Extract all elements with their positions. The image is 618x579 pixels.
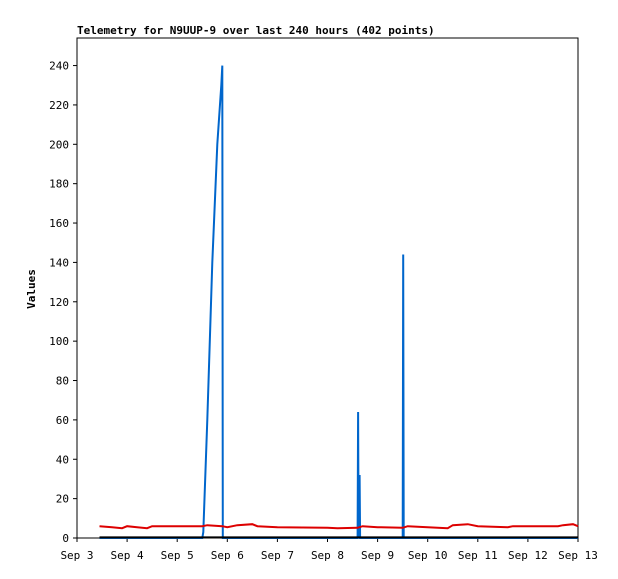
x-tick-label: Sep 5 <box>161 549 194 562</box>
y-tick-label: 20 <box>56 493 69 506</box>
y-tick-label: 100 <box>49 335 69 348</box>
data-series <box>99 65 579 539</box>
y-tick-label: 240 <box>49 60 69 73</box>
y-tick-label: 0 <box>62 532 69 545</box>
y-tick-label: 200 <box>49 138 69 151</box>
y-tick-label: 140 <box>49 256 69 269</box>
series-line-2 <box>99 523 579 530</box>
x-tick-label: Sep 9 <box>361 549 394 562</box>
y-tick-label: 80 <box>56 375 69 388</box>
plot-area <box>76 37 579 539</box>
x-tick-label: Sep 4 <box>111 549 144 562</box>
x-tick-label: Sep 7 <box>261 549 294 562</box>
x-axis: Sep 3 Sep 4 Sep 5 Sep 6 Sep 7 Sep 8 Sep 9 Sep 1… <box>60 538 598 562</box>
y-tick-label: 160 <box>49 217 69 230</box>
y-tick-label: 220 <box>49 99 69 112</box>
x-tick-label: Sep 10 <box>408 549 448 562</box>
x-tick-label: Sep 6 <box>211 549 244 562</box>
x-tick-label: Sep 13 <box>558 549 598 562</box>
x-tick-label: Sep 8 <box>311 549 344 562</box>
y-tick-label: 180 <box>49 178 69 191</box>
x-tick-label: Sep 11 <box>458 549 498 562</box>
x-tick-label: Sep 3 <box>60 549 93 562</box>
x-tick-label: Sep 12 <box>508 549 548 562</box>
chart-title: Telemetry for N9UUP-9 over last 240 hour… <box>77 24 435 37</box>
y-tick-label: 60 <box>56 414 69 427</box>
y-axis-label: Values <box>25 269 38 309</box>
y-tick-label: 40 <box>56 453 69 466</box>
y-axis: 0 20 40 60 80 100 120 140 160 180 200 220 240 <box>49 60 77 545</box>
y-tick-label: 120 <box>49 296 69 309</box>
